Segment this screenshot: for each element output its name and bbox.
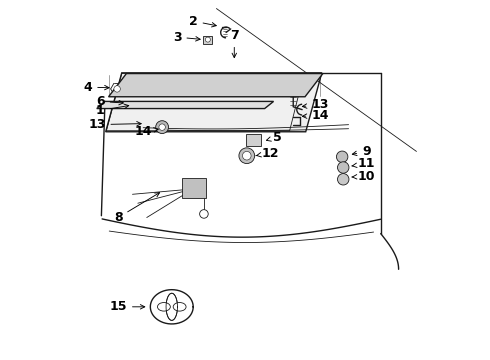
Text: 4: 4 [83, 81, 109, 94]
Text: 6: 6 [96, 95, 123, 108]
Text: 8: 8 [114, 193, 160, 224]
Text: 1: 1 [96, 104, 129, 117]
Text: 14: 14 [134, 125, 158, 138]
Text: 7: 7 [230, 29, 239, 58]
Circle shape [338, 174, 349, 185]
Circle shape [205, 37, 210, 42]
Text: 13: 13 [88, 118, 141, 131]
Ellipse shape [173, 302, 186, 311]
FancyBboxPatch shape [245, 134, 262, 146]
Circle shape [156, 121, 169, 134]
Circle shape [338, 162, 349, 173]
FancyBboxPatch shape [182, 178, 206, 198]
Circle shape [114, 86, 121, 92]
Text: 12: 12 [256, 147, 279, 160]
Text: 15: 15 [109, 300, 145, 313]
Polygon shape [106, 73, 322, 132]
Circle shape [239, 148, 255, 163]
Text: 3: 3 [173, 31, 200, 44]
Polygon shape [109, 73, 323, 97]
Text: 14: 14 [302, 109, 329, 122]
Circle shape [337, 151, 348, 162]
Text: 2: 2 [189, 14, 216, 27]
Text: 11: 11 [352, 157, 375, 170]
Circle shape [159, 124, 165, 130]
Text: 13: 13 [302, 99, 329, 112]
Circle shape [199, 210, 208, 218]
Polygon shape [97, 102, 273, 109]
Text: 10: 10 [352, 170, 375, 183]
Text: 9: 9 [352, 145, 371, 158]
Text: 5: 5 [267, 131, 282, 144]
FancyBboxPatch shape [203, 36, 213, 44]
Circle shape [243, 152, 251, 160]
Ellipse shape [157, 302, 171, 311]
